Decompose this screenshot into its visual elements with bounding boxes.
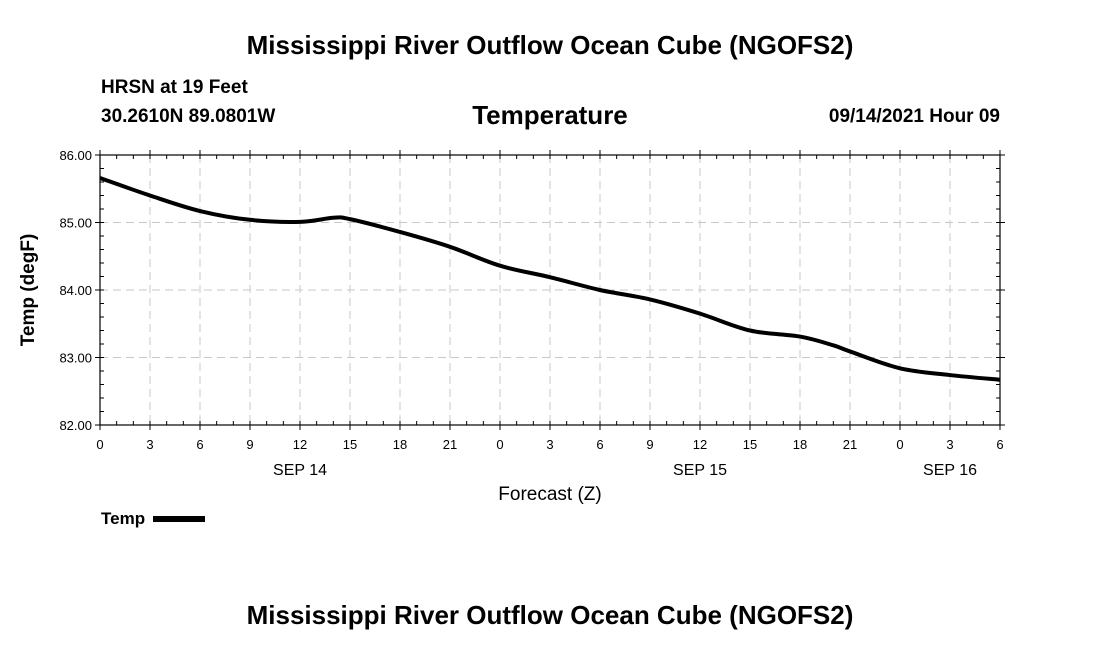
date-label: SEP 16: [923, 462, 977, 479]
x-tick-label: 3: [546, 437, 553, 452]
station-label: HRSN at 19 Feet: [101, 77, 248, 98]
x-tick-label: 6: [196, 437, 203, 452]
x-tick-label: 15: [743, 437, 757, 452]
date-label: SEP 14: [273, 462, 327, 479]
chart-subtitle: Temperature: [472, 100, 628, 130]
legend-line-swatch: [153, 516, 206, 522]
x-tick-label: 12: [293, 437, 307, 452]
x-tick-label: 0: [496, 437, 503, 452]
x-tick-label: 15: [343, 437, 357, 452]
chart-title: Mississippi River Outflow Ocean Cube (NG…: [246, 30, 854, 60]
x-tick-label: 21: [843, 437, 857, 452]
x-tick-label: 0: [96, 437, 103, 452]
coordinates-label: 30.2610N 89.0801W: [101, 106, 276, 127]
legend-label: Temp: [101, 509, 146, 528]
x-tick-label: 3: [946, 437, 953, 452]
x-axis-title: Forecast (Z): [498, 484, 601, 505]
x-tick-label: 12: [693, 437, 707, 452]
x-tick-label: 6: [596, 437, 603, 452]
x-tick-label: 9: [646, 437, 653, 452]
forecast-datetime: 09/14/2021 Hour 09: [828, 106, 1000, 127]
y-tick-label: 86.00: [59, 148, 92, 163]
x-tick-label: 0: [896, 437, 903, 452]
series-line-temp: [99, 176, 1001, 382]
x-tick-label: 3: [146, 437, 153, 452]
legend: Temp: [101, 509, 206, 529]
y-tick-label: 84.00: [59, 283, 92, 298]
y-tick-label: 83.00: [59, 351, 92, 366]
y-axis-title: Temp (degF): [18, 234, 39, 347]
x-tick-label: 18: [393, 437, 407, 452]
x-tick-label: 18: [793, 437, 807, 452]
date-label: SEP 15: [673, 462, 727, 479]
x-tick-label: 21: [443, 437, 457, 452]
y-tick-label: 85.00: [59, 216, 92, 231]
y-tick-label: 82.00: [59, 418, 92, 433]
x-tick-label: 9: [246, 437, 253, 452]
x-tick-label: 6: [996, 437, 1003, 452]
footer-title: Mississippi River Outflow Ocean Cube (NG…: [246, 600, 854, 630]
